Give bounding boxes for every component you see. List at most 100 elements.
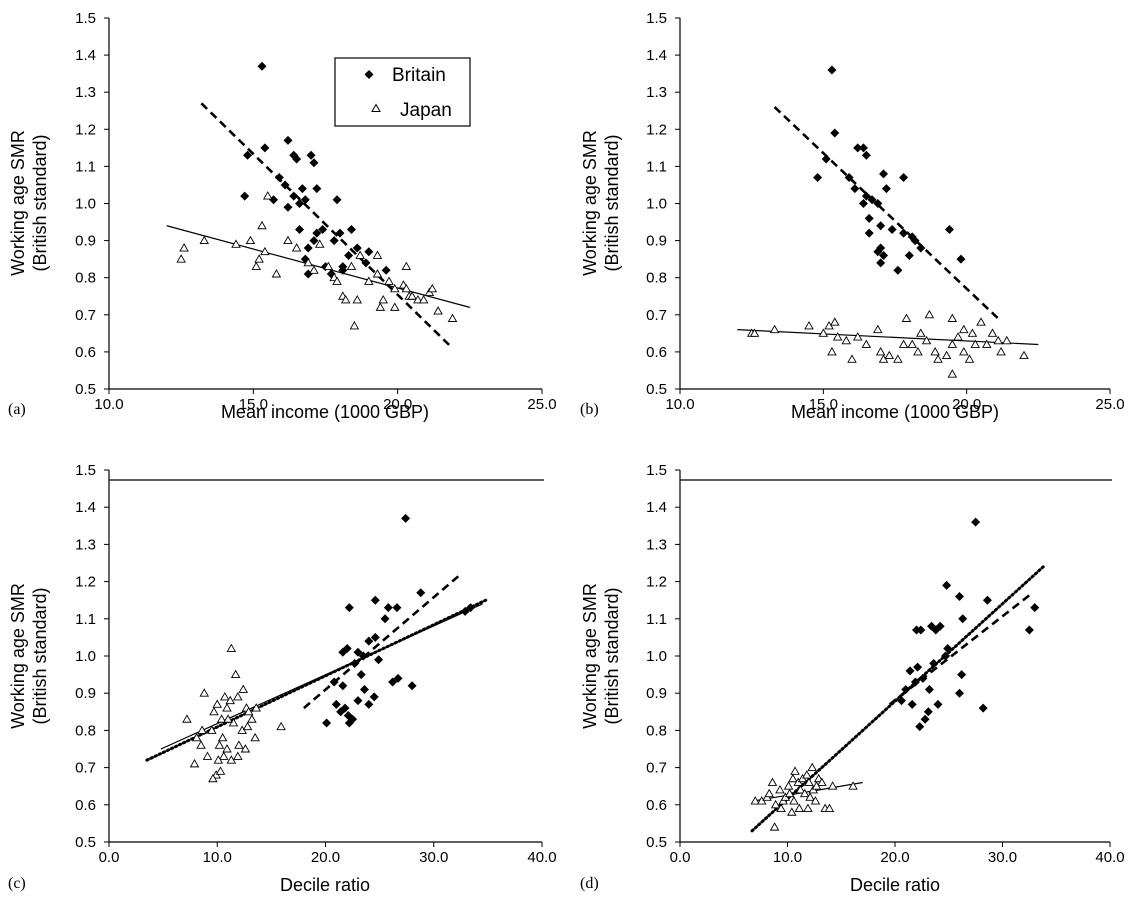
britain-point — [982, 595, 992, 605]
britain-point — [361, 258, 371, 268]
japan-point — [247, 714, 257, 723]
y-axis-label-line2: (British standard) — [30, 587, 50, 724]
britain-point — [821, 154, 831, 164]
britain-point — [306, 150, 316, 160]
britain-point — [303, 243, 313, 253]
markers-a — [176, 61, 458, 330]
britain-point — [978, 703, 988, 713]
japan-point — [769, 822, 780, 831]
britain-point — [887, 224, 897, 234]
x-tick-label: 15.0 — [809, 396, 838, 413]
japan-point — [212, 699, 223, 708]
x-ticks-b: 10.0 15.0 20.0 25.0 — [665, 396, 1124, 413]
japan-point — [764, 788, 775, 798]
japan-point — [803, 803, 813, 812]
japan-point — [921, 335, 932, 345]
britain-point — [899, 228, 909, 238]
japan-point — [884, 350, 895, 360]
britain-point — [844, 173, 854, 183]
japan-point — [214, 740, 225, 749]
japan-point — [783, 781, 794, 790]
japan-point — [225, 695, 236, 705]
britain-point — [344, 250, 354, 260]
y-ticks-d: 0.5 0.6 0.7 0.8 0.9 1.0 1.1 1.2 1.3 1.4 … — [646, 462, 667, 851]
legend-box — [334, 57, 471, 127]
britain-point — [905, 666, 915, 676]
japan-point — [933, 354, 943, 363]
y-tick-label: 1.2 — [75, 574, 96, 591]
japan-point — [250, 732, 260, 742]
japan-point — [807, 762, 818, 772]
britain-point — [971, 517, 981, 527]
britain-point — [933, 699, 943, 709]
x-tick-label: 10.0 — [94, 396, 123, 413]
japan-point — [238, 684, 249, 693]
japan-point — [959, 346, 969, 356]
britain-point — [460, 606, 470, 616]
japan-point — [907, 339, 917, 348]
japan-point — [222, 703, 232, 712]
britain-point — [344, 603, 354, 613]
x-axis-label: Decile ratio — [850, 875, 940, 895]
fit-line-dotted — [750, 565, 1045, 833]
y-tick-label: 0.8 — [646, 722, 667, 739]
britain-point — [309, 236, 319, 246]
y-tick-label: 1.0 — [75, 648, 96, 665]
britain-point — [466, 603, 476, 613]
x-tick-label: 0.0 — [670, 849, 691, 866]
japan-point — [401, 283, 412, 293]
japan-point — [283, 235, 293, 245]
x-tick-label: 40.0 — [527, 849, 556, 866]
britain-point — [297, 184, 307, 194]
japan-point — [776, 803, 786, 812]
y-tick-label: 0.8 — [646, 270, 667, 287]
fit-lines-b — [737, 106, 1039, 346]
japan-point — [790, 766, 800, 775]
japan-point — [340, 295, 351, 304]
britain-point — [901, 684, 911, 694]
britain-point — [881, 184, 891, 194]
japan-point — [924, 309, 935, 319]
britain-point — [827, 65, 837, 75]
britain-point — [380, 614, 390, 624]
y-tick-label: 1.0 — [646, 648, 667, 665]
japan-point — [841, 335, 852, 345]
britain-point — [295, 224, 305, 234]
japan-point — [976, 317, 986, 326]
japan-point — [775, 785, 785, 794]
britain-point — [322, 718, 332, 728]
japan-point — [832, 332, 843, 341]
britain-point — [292, 154, 302, 164]
britain-point — [369, 692, 379, 702]
japan-point — [176, 254, 186, 263]
japan-point — [364, 276, 374, 285]
markers-b — [746, 65, 1029, 378]
japan-point — [1002, 335, 1012, 345]
britain-point — [348, 714, 358, 724]
x-axis-label: Mean income (1000 GBP) — [221, 402, 429, 422]
axes-b — [675, 17, 1111, 394]
japan-point — [199, 688, 210, 697]
y-tick-label: 0.9 — [75, 233, 96, 250]
fit-line-dashed — [303, 573, 462, 710]
japan-point — [303, 257, 313, 267]
japan-point — [901, 313, 912, 322]
x-tick-label: 30.0 — [988, 849, 1017, 866]
japan-point — [916, 328, 926, 337]
legend-entry-japan: Japan — [400, 100, 452, 121]
britain-point — [867, 195, 877, 205]
japan-point — [233, 751, 243, 760]
japan-point — [993, 335, 1003, 345]
x-ticks-d: 0.0 10.0 20.0 30.0 40.0 — [670, 849, 1125, 866]
fit-line-solid — [752, 781, 863, 802]
axes-d — [675, 469, 1112, 847]
japan-point — [216, 714, 227, 723]
y-axis-label-line2: (British standard) — [602, 134, 622, 271]
japan-point — [384, 276, 394, 285]
x-tick-label: 10.0 — [773, 849, 802, 866]
japan-point — [941, 350, 952, 360]
japan-point — [830, 317, 840, 326]
britain-point — [830, 128, 840, 138]
japan-point — [947, 369, 958, 378]
markers-c — [182, 513, 476, 783]
